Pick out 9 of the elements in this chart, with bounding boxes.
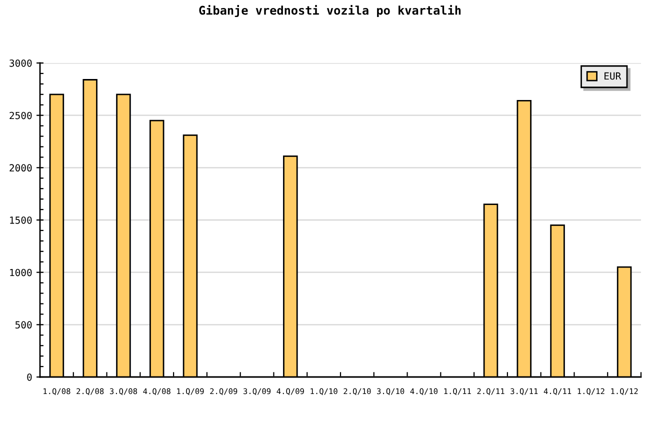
y-tick-label: 3000: [10, 60, 32, 67]
y-tick-label: 1500: [10, 216, 32, 224]
y-tick-label: 2500: [10, 112, 32, 120]
y-tick-label: 0: [27, 374, 32, 381]
y-tick-label: 2000: [10, 164, 32, 172]
legend-label: EUR: [604, 72, 622, 80]
chart-title: Gibanje vrednosti vozila po kvartalih: [199, 4, 461, 18]
y-tick-label: 1000: [10, 268, 32, 276]
y-tick-label: 500: [15, 321, 32, 329]
